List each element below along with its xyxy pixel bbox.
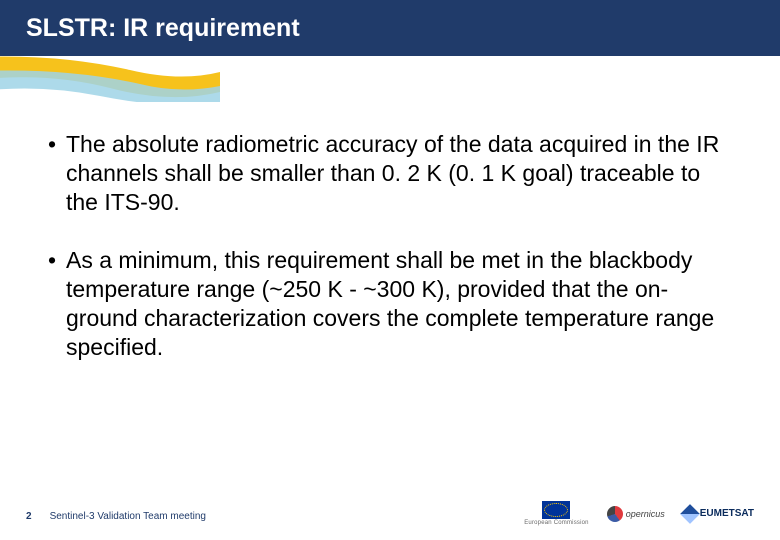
eumetsat-icon bbox=[680, 504, 700, 524]
bullet-marker: • bbox=[48, 130, 60, 216]
logo-strip: European Commission opernicus EUMETSAT bbox=[524, 501, 754, 526]
bullet-item: • As a minimum, this requirement shall b… bbox=[48, 246, 724, 361]
bullet-item: • The absolute radiometric accuracy of t… bbox=[48, 130, 724, 216]
footer-meeting: Sentinel-3 Validation Team meeting bbox=[50, 511, 206, 522]
bullet-marker: • bbox=[48, 246, 60, 361]
copernicus-logo: opernicus bbox=[607, 506, 665, 522]
copernicus-icon bbox=[607, 506, 623, 522]
bullet-text: The absolute radiometric accuracy of the… bbox=[66, 130, 724, 216]
copernicus-label: opernicus bbox=[626, 509, 665, 519]
ec-label: European Commission bbox=[524, 520, 589, 526]
slide: SLSTR: IR requirement • The absolute rad… bbox=[0, 0, 780, 540]
footer: 2 Sentinel-3 Validation Team meeting bbox=[26, 511, 206, 522]
eu-flag-icon bbox=[542, 501, 570, 519]
decorative-swoosh bbox=[0, 52, 220, 102]
content-area: • The absolute radiometric accuracy of t… bbox=[48, 130, 724, 391]
bullet-text: As a minimum, this requirement shall be … bbox=[66, 246, 724, 361]
eumetsat-label: EUMETSAT bbox=[700, 508, 754, 519]
page-number: 2 bbox=[26, 511, 32, 522]
slide-title: SLSTR: IR requirement bbox=[26, 14, 300, 43]
title-bar: SLSTR: IR requirement bbox=[0, 0, 780, 56]
ec-logo: European Commission bbox=[524, 501, 589, 526]
eumetsat-logo: EUMETSAT bbox=[683, 507, 754, 521]
